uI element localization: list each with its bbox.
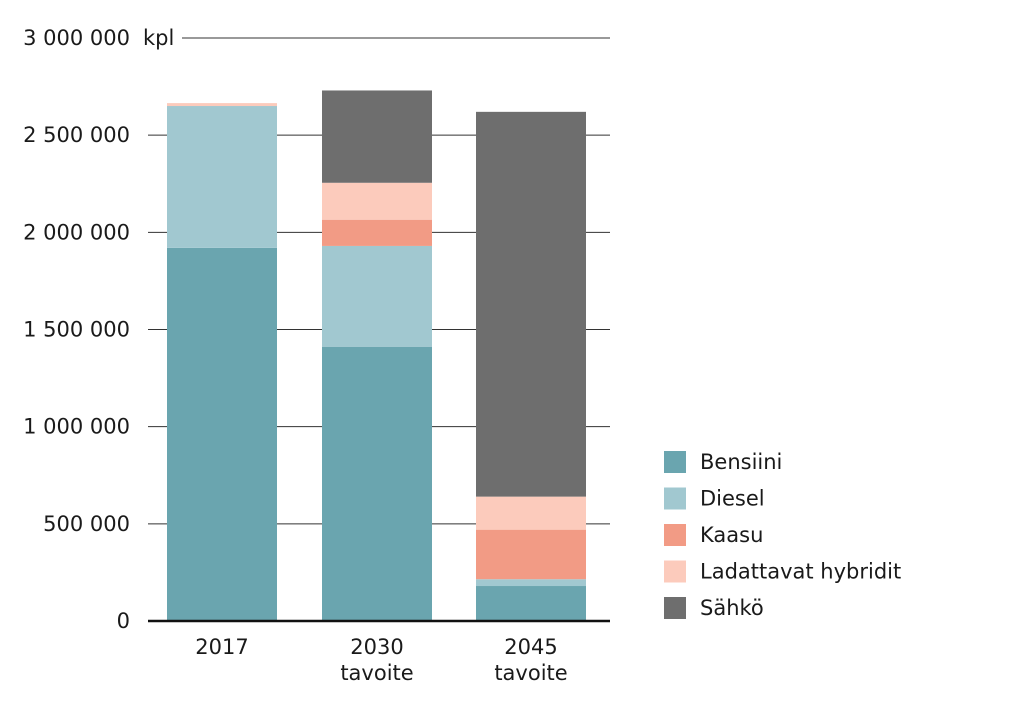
bar-segment-s-hk-: [322, 90, 432, 183]
legend-label: Ladattavat hybridit: [700, 560, 901, 584]
x-tick-label: 2030: [350, 635, 403, 659]
bar-segment-bensiini: [476, 586, 586, 621]
y-tick-label: 0: [117, 609, 130, 633]
y-unit-label: kpl: [143, 26, 174, 50]
bar-segment-s-hk-: [476, 111, 586, 497]
legend-swatch: [664, 524, 686, 546]
bar-segment-ladattavat-hybridit: [322, 182, 432, 220]
bar-segment-kaasu: [476, 529, 586, 580]
y-tick-label: 500 000: [43, 512, 130, 536]
legend-swatch: [664, 451, 686, 473]
legend-swatch: [664, 487, 686, 510]
legend-label: Kaasu: [700, 523, 763, 547]
x-tick-label: 2017: [195, 635, 248, 659]
axes: 0 500 000 1 000 000 1 500 000 2 000 000 2 500…: [23, 26, 610, 685]
legend-label: Bensiini: [700, 450, 782, 474]
y-tick-label: 1 500 000: [23, 318, 130, 342]
bar-segment-bensiini: [167, 247, 277, 621]
y-tick-label: 2 000 000: [23, 220, 130, 244]
bar-segment-diesel: [476, 579, 586, 587]
bar-segment-ladattavat-hybridit: [167, 103, 277, 107]
y-tick-label: 1 000 000: [23, 415, 130, 439]
legend-swatch: [664, 597, 686, 619]
x-tick-sublabel: tavoite: [494, 661, 567, 685]
y-tick-label: 3 000 000: [23, 26, 130, 50]
bar-segment-ladattavat-hybridit: [476, 496, 586, 530]
legend-label: Sähkö: [700, 596, 764, 620]
legend: Bensiini Diesel Kaasu Ladattavat hybridit Sä…: [664, 450, 901, 620]
y-tick-label: 2 500 000: [23, 123, 130, 147]
legend-label: Diesel: [700, 487, 765, 511]
legend-swatch: [664, 560, 686, 583]
bar-segment-bensiini: [322, 346, 432, 621]
bar-segment-diesel: [167, 106, 277, 248]
bar-segment-kaasu: [322, 219, 432, 246]
x-tick-label: 2045: [504, 635, 557, 659]
bar-segment-diesel: [322, 245, 432, 347]
bars: [167, 90, 586, 621]
x-tick-sublabel: tavoite: [340, 661, 413, 685]
